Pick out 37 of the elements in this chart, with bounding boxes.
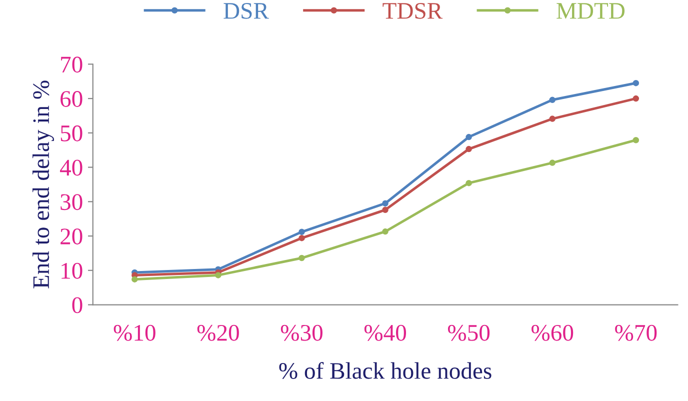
x-tick-label: %40 (364, 324, 406, 341)
point (549, 160, 556, 166)
legend-label: DSR (224, 3, 269, 19)
point (632, 136, 640, 144)
point (632, 95, 640, 102)
y-tick-label: 60 (60, 91, 82, 107)
legend-label: TDSR (382, 3, 443, 19)
x-tick-label: %60 (532, 324, 574, 341)
point (549, 116, 556, 122)
point (298, 234, 305, 242)
point (549, 96, 556, 104)
y-tick-label: 20 (60, 228, 82, 244)
y-tick-label: 30 (60, 194, 82, 210)
legend-label: MDTD (556, 3, 625, 19)
point (382, 206, 388, 214)
y-axis-title: End to end delay in % (32, 80, 54, 288)
point (466, 146, 472, 152)
x-tick-label: %20 (197, 324, 239, 341)
y-tick-label: 10 (62, 262, 82, 279)
y-tick-label: 70 (61, 56, 82, 73)
x-tick-label: %70 (615, 324, 657, 341)
point (298, 254, 305, 262)
x-tick-label: %30 (280, 324, 322, 341)
point (466, 134, 472, 140)
point (215, 272, 222, 278)
point (382, 228, 388, 235)
y-tick-label: 50 (60, 125, 82, 142)
x-tick-label: %50 (448, 324, 490, 341)
point (466, 180, 472, 186)
y-tick-label: 0 (72, 297, 82, 314)
point (382, 200, 388, 206)
point (632, 80, 640, 86)
y-tick-label: 40 (60, 160, 82, 176)
x-tick-label: %10 (114, 324, 156, 341)
point (132, 276, 138, 282)
x-axis-title: % of Black hole nodes (279, 362, 492, 379)
point (298, 228, 305, 236)
